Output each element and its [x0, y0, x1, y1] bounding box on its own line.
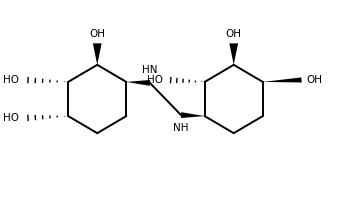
- Polygon shape: [263, 77, 302, 83]
- Polygon shape: [93, 43, 102, 65]
- Text: HO: HO: [3, 113, 19, 123]
- Text: HN: HN: [142, 65, 158, 75]
- Text: NH: NH: [173, 123, 189, 133]
- Polygon shape: [181, 112, 205, 118]
- Text: OH: OH: [226, 30, 242, 39]
- Text: HO: HO: [147, 75, 163, 85]
- Text: OH: OH: [89, 30, 105, 39]
- Polygon shape: [126, 80, 150, 86]
- Polygon shape: [229, 43, 238, 65]
- Text: HO: HO: [3, 75, 19, 85]
- Text: OH: OH: [306, 75, 322, 85]
